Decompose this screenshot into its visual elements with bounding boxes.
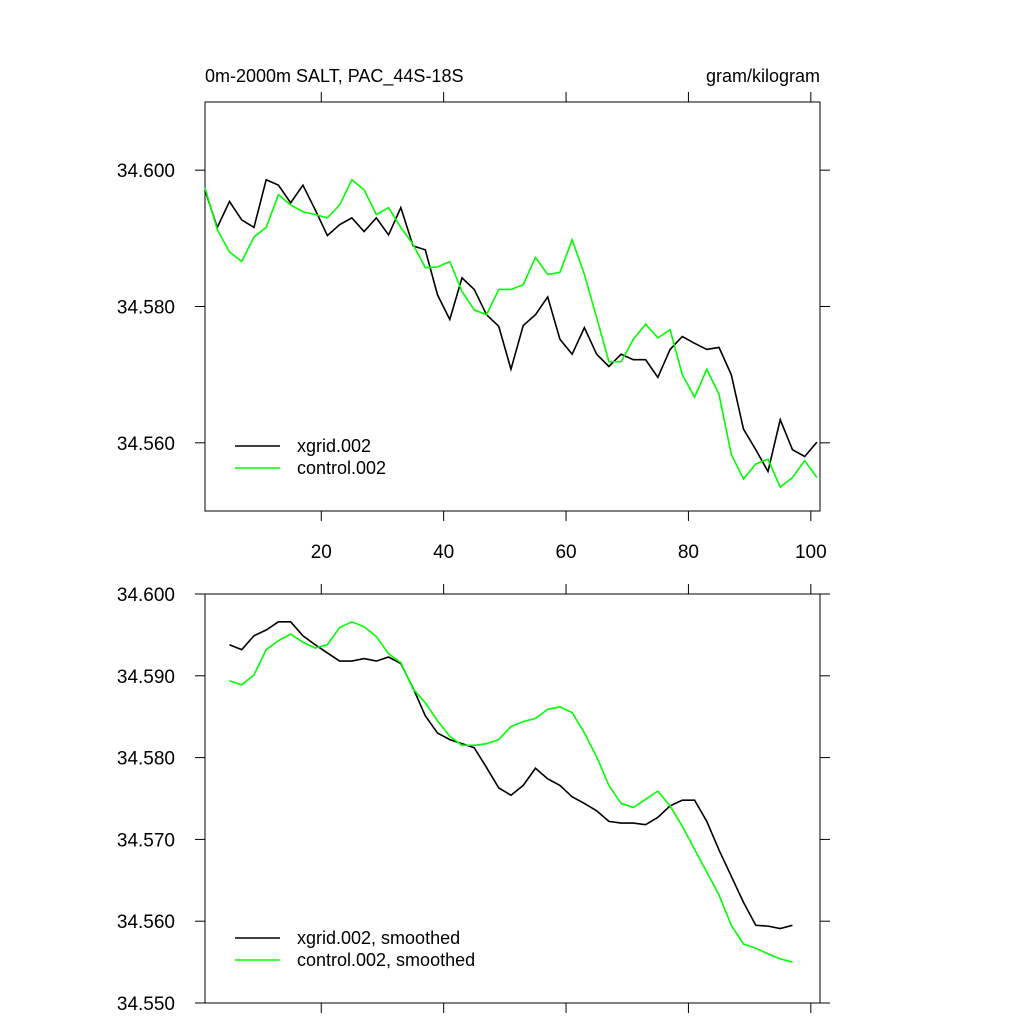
x-tick-label: 80 [678,542,699,563]
series-line [204,178,818,489]
y-tick-label: 34.600 [117,161,175,182]
y-tick-label: 34.550 [117,994,175,1015]
y-tick-label: 34.580 [117,749,175,770]
y-tick-label: 34.590 [117,667,175,688]
x-tick-label: 20 [311,542,332,563]
legend-label: control.002, smoothed [297,950,475,970]
plot-frame [204,593,821,1004]
series-line [229,620,793,963]
y-tick-label: 34.570 [117,830,175,851]
series-line [229,621,793,930]
series-line [204,178,818,474]
x-tick-label: 100 [795,542,827,563]
y-tick-label: 34.600 [117,585,175,606]
y-tick-label: 34.580 [117,298,175,319]
x-tick-label: 60 [555,542,576,563]
y-tick-label: 34.560 [117,912,175,933]
y-tick-label: 34.560 [117,434,175,455]
legend-label: control.002 [297,458,386,478]
legend-label: xgrid.002, smoothed [297,928,460,948]
legend-label: xgrid.002 [297,436,371,456]
units-label: gram/kilogram [706,66,820,86]
x-tick-label: 40 [433,542,454,563]
chart-title: 0m-2000m SALT, PAC_44S-18S [205,66,463,87]
